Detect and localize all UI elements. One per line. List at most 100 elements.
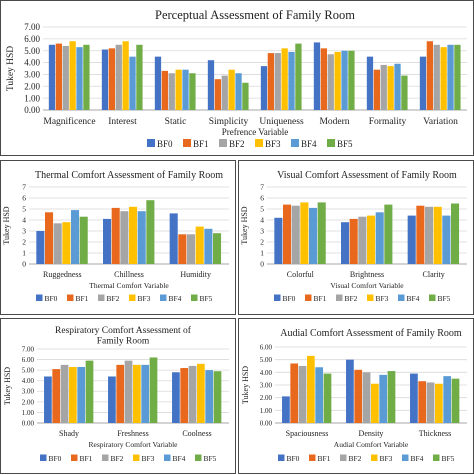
legend-swatch-bf2 bbox=[340, 454, 347, 461]
x-category-label: Interest bbox=[108, 117, 137, 127]
y-tick-label: 6 bbox=[260, 194, 264, 203]
bar-bf0 bbox=[410, 373, 418, 423]
x-category-label: Clarity bbox=[423, 270, 445, 279]
legend-swatch-bf4 bbox=[398, 294, 405, 301]
bar-bf5 bbox=[189, 73, 196, 110]
legend-label: BF2 bbox=[107, 294, 120, 303]
chart-title: Perceptual Assessment of Family Room bbox=[155, 8, 355, 22]
legend-label: BF4 bbox=[169, 294, 182, 303]
legend-swatch-bf1 bbox=[67, 294, 74, 301]
bar-bf2 bbox=[60, 364, 69, 423]
bar-bf3 bbox=[367, 215, 376, 264]
y-axis-label: Tukey HSD bbox=[6, 46, 16, 91]
visual-comfort-chart: Visual Comfort Assessment of Family Room… bbox=[238, 160, 474, 315]
legend-swatch-bf3 bbox=[371, 454, 378, 461]
bar-bf5 bbox=[451, 378, 460, 423]
legend-swatch-bf0 bbox=[147, 139, 155, 147]
bar-bf5 bbox=[79, 216, 88, 264]
bar-bf2 bbox=[274, 53, 281, 110]
bar-bf1 bbox=[161, 70, 169, 110]
x-category-label: Variation bbox=[423, 117, 458, 127]
bar-bf0 bbox=[101, 49, 109, 110]
y-tick-label: 6.00 bbox=[22, 356, 35, 364]
bar-bf2 bbox=[426, 382, 435, 423]
y-tick-label: 4.00 bbox=[22, 377, 35, 385]
legend-label: BF5 bbox=[204, 454, 217, 463]
legend-swatch-bf5 bbox=[191, 294, 198, 301]
bar-bf0 bbox=[154, 56, 162, 110]
y-tick-label: 5 bbox=[22, 205, 26, 214]
y-tick-label: 0.00 bbox=[260, 419, 273, 427]
y-tick-label: 2 bbox=[260, 238, 264, 247]
legend-label: BF0 bbox=[283, 294, 296, 303]
y-tick-label: 4 bbox=[22, 216, 26, 225]
bar-bf1 bbox=[354, 369, 363, 423]
x-category-label: Freshness bbox=[117, 429, 149, 438]
legend-swatch-bf1 bbox=[71, 454, 78, 461]
bar-bf3 bbox=[300, 202, 309, 264]
y-tick-label: 2.00 bbox=[22, 398, 35, 406]
bar-bf2 bbox=[327, 54, 334, 110]
x-category-label: Thickness bbox=[419, 429, 451, 438]
bar-bf1 bbox=[52, 369, 61, 423]
bar-bf3 bbox=[387, 66, 394, 110]
y-tick-label: 3.00 bbox=[24, 70, 40, 80]
bar-bf5 bbox=[454, 44, 461, 110]
bar-bf2 bbox=[298, 366, 307, 423]
legend-label: BF2 bbox=[229, 139, 245, 149]
y-axis-label: Tukey HSD bbox=[240, 206, 249, 244]
legend-label: BF3 bbox=[265, 139, 281, 149]
chart-title: Thermal Comfort Assessment of Family Roo… bbox=[35, 170, 223, 181]
legend-label: BF3 bbox=[142, 454, 155, 463]
x-category-label: Uniqueness bbox=[259, 117, 304, 127]
legend-label: BF4 bbox=[173, 454, 186, 463]
bar-bf2 bbox=[120, 211, 129, 264]
y-tick-label: 0 bbox=[22, 260, 26, 269]
x-category-label: Colorful bbox=[287, 270, 315, 279]
x-category-label: Shady bbox=[59, 429, 79, 438]
bar-bf4 bbox=[375, 212, 384, 264]
bar-bf1 bbox=[214, 79, 222, 110]
legend-label: BF1 bbox=[76, 294, 89, 303]
bar-bf5 bbox=[85, 360, 94, 423]
y-tick-label: 6.00 bbox=[260, 343, 273, 351]
y-tick-label: 3 bbox=[22, 227, 26, 236]
bar-bf2 bbox=[433, 44, 440, 110]
bar-bf2 bbox=[124, 360, 133, 423]
y-tick-label: 1.00 bbox=[22, 409, 35, 417]
bar-bf1 bbox=[373, 69, 381, 110]
bar-bf4 bbox=[443, 376, 452, 423]
y-tick-label: 7 bbox=[260, 183, 264, 192]
bar-bf1 bbox=[426, 41, 434, 110]
bar-bf3 bbox=[62, 222, 71, 264]
y-tick-label: 0.00 bbox=[24, 105, 40, 115]
legend-label: BF1 bbox=[193, 139, 209, 149]
bar-bf5 bbox=[451, 203, 460, 264]
bar-bf1 bbox=[267, 53, 275, 110]
y-tick-label: 5.00 bbox=[24, 46, 40, 56]
x-category-label: Ruggedness bbox=[43, 270, 82, 279]
audial-chart-svg: Audial Comfort Assessment of Family Room… bbox=[241, 328, 467, 463]
x-category-label: Magnificence bbox=[43, 116, 95, 127]
bar-bf2 bbox=[380, 64, 387, 110]
bar-bf0 bbox=[172, 372, 180, 423]
bar-bf2 bbox=[291, 205, 300, 264]
bar-bf4 bbox=[309, 207, 318, 264]
bar-bf1 bbox=[108, 48, 116, 110]
bar-bf0 bbox=[341, 222, 350, 264]
bar-bf4 bbox=[141, 364, 150, 423]
bar-bf3 bbox=[69, 41, 76, 110]
bar-bf5 bbox=[83, 44, 90, 110]
bar-bf2 bbox=[358, 216, 367, 264]
x-axis-label: Respiratory Comfort Variable bbox=[88, 440, 178, 449]
bar-bf2 bbox=[188, 365, 197, 423]
legend-swatch-bf0 bbox=[278, 454, 285, 461]
bar-bf1 bbox=[180, 368, 189, 423]
x-axis-label: Audial Comfort Variable bbox=[334, 440, 409, 449]
legend-swatch-bf3 bbox=[255, 139, 263, 147]
bar-bf1 bbox=[349, 218, 358, 264]
bar-bf2 bbox=[115, 44, 122, 110]
bar-bf0 bbox=[207, 60, 215, 110]
x-category-label: Brightness bbox=[350, 270, 384, 279]
y-tick-label: 7 bbox=[22, 183, 26, 192]
